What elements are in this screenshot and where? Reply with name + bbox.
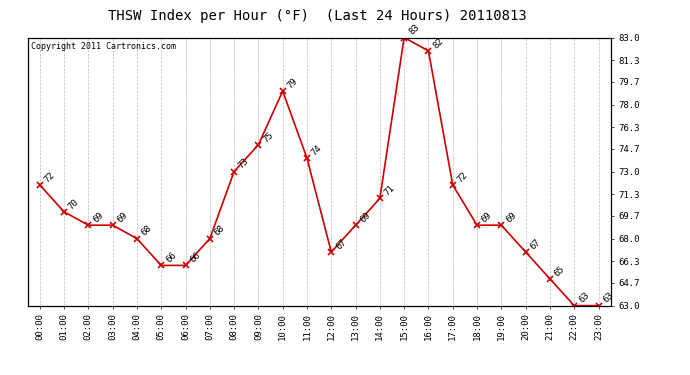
Text: 83: 83 <box>407 23 421 37</box>
Text: 67: 67 <box>529 237 542 251</box>
Text: 66: 66 <box>164 251 178 265</box>
Text: 79: 79 <box>286 76 299 90</box>
Text: Copyright 2011 Cartronics.com: Copyright 2011 Cartronics.com <box>30 42 175 51</box>
Text: 69: 69 <box>358 210 373 224</box>
Text: 69: 69 <box>115 210 129 224</box>
Text: 72: 72 <box>43 170 57 184</box>
Text: 67: 67 <box>334 237 348 251</box>
Text: 69: 69 <box>480 210 494 224</box>
Text: 74: 74 <box>310 143 324 158</box>
Text: 63: 63 <box>601 291 615 305</box>
Text: 68: 68 <box>213 224 226 238</box>
Text: 72: 72 <box>455 170 469 184</box>
Text: 69: 69 <box>91 210 105 224</box>
Text: 69: 69 <box>504 210 518 224</box>
Text: 63: 63 <box>577 291 591 305</box>
Text: 71: 71 <box>383 184 397 198</box>
Text: 65: 65 <box>553 264 566 278</box>
Text: 73: 73 <box>237 157 251 171</box>
Text: THSW Index per Hour (°F)  (Last 24 Hours) 20110813: THSW Index per Hour (°F) (Last 24 Hours)… <box>108 9 526 23</box>
Text: 75: 75 <box>262 130 275 144</box>
Text: 68: 68 <box>139 224 154 238</box>
Text: 70: 70 <box>67 197 81 211</box>
Text: 66: 66 <box>188 251 202 265</box>
Text: 82: 82 <box>431 36 445 50</box>
